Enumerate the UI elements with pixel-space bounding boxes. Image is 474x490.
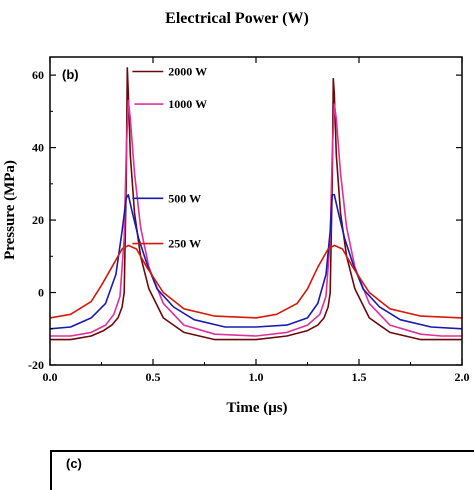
legend-label-2: 500 W bbox=[168, 191, 201, 205]
legend-label-0: 2000 W bbox=[168, 64, 207, 78]
y-tick-label: -20 bbox=[28, 358, 44, 372]
x-tick-label: 0.0 bbox=[43, 370, 58, 384]
series-line-0 bbox=[50, 67, 462, 341]
series-line-3 bbox=[49, 244, 463, 319]
y-tick-label: 20 bbox=[32, 213, 44, 227]
legend-layer: 2000 W 1000 W 500 W 250 W bbox=[132, 64, 207, 251]
series-layer bbox=[49, 67, 463, 341]
panel-c-label: (c) bbox=[66, 456, 82, 471]
x-tick-label: 2.0 bbox=[455, 370, 470, 384]
panel-c-frame bbox=[50, 450, 474, 490]
x-axis-title: Time (μs) bbox=[226, 400, 287, 416]
y-tick-label: 40 bbox=[32, 141, 44, 155]
legend-label-1: 1000 W bbox=[168, 97, 207, 111]
panel-label: (b) bbox=[62, 67, 79, 82]
y-tick-label: 0 bbox=[38, 286, 44, 300]
x-tick-label: 1.0 bbox=[249, 370, 264, 384]
series-line-1 bbox=[50, 99, 462, 337]
page-title: Electrical Power (W) bbox=[165, 10, 309, 27]
y-tick-label: 60 bbox=[32, 68, 44, 82]
legend-label-3: 250 W bbox=[168, 237, 201, 251]
pressure-time-chart: 0.0 0.5 1.0 1.5 2.0 -20 0 20 40 60 2000 W 1000 W 50… bbox=[2, 56, 470, 416]
x-tick-label: 0.5 bbox=[146, 370, 161, 384]
series-line-2 bbox=[49, 193, 463, 330]
axes-layer: 0.0 0.5 1.0 1.5 2.0 -20 0 20 40 60 bbox=[28, 56, 470, 384]
y-axis-title: Pressure (MPa) bbox=[2, 160, 18, 260]
x-tick-label: 1.5 bbox=[352, 370, 367, 384]
